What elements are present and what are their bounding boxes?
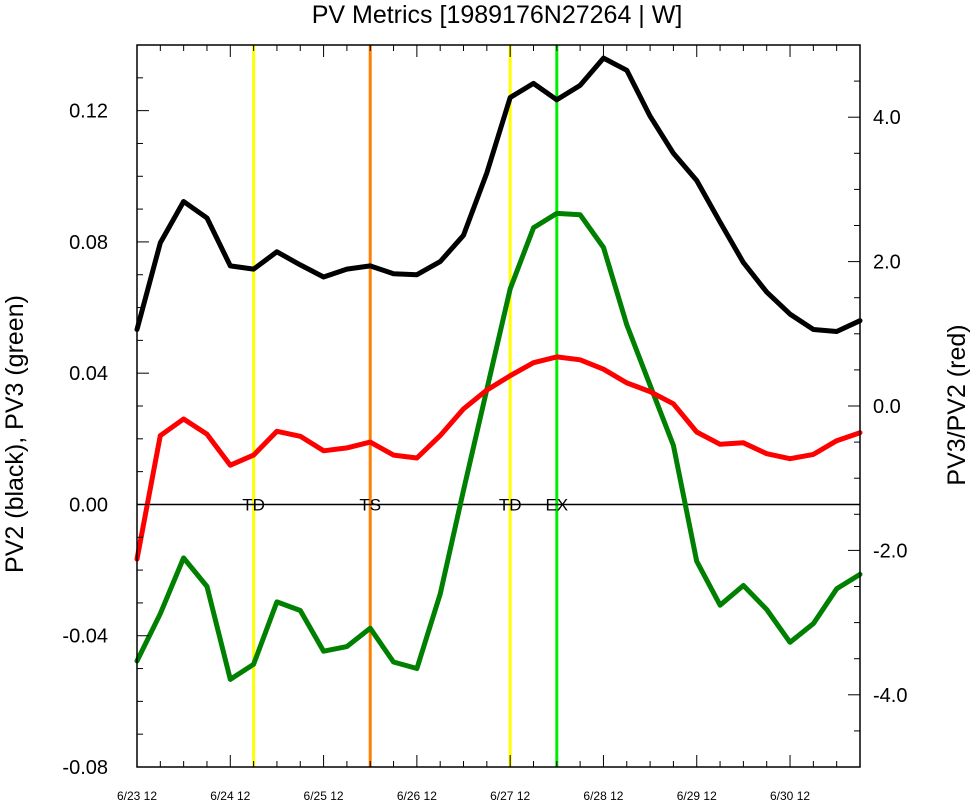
y-axis-right-label: PV3/PV2 (red) xyxy=(943,324,971,485)
x-tick-label: 6/27 12 xyxy=(490,789,530,803)
series-line-pv3-pv2 xyxy=(134,354,863,562)
event-label-ts-1: TS xyxy=(359,495,381,514)
y-left-tick-label: 0.08 xyxy=(69,232,108,254)
event-label-td-0: TD xyxy=(242,495,265,514)
y-left-tick-label: -0.04 xyxy=(62,626,108,648)
y-axis-left-label: PV2 (black), PV3 (green) xyxy=(1,295,29,573)
series-line-pv3 xyxy=(134,210,863,682)
event-label-td-2: TD xyxy=(499,495,522,514)
y-left-tick-label: 0.00 xyxy=(69,494,108,516)
y-right-tick-label: 0.0 xyxy=(873,396,901,418)
event-label-ex-3: EX xyxy=(545,495,568,514)
x-tick-label: 6/23 12 xyxy=(117,789,157,803)
y-left-tick-label: 0.04 xyxy=(69,363,108,385)
y-right-tick-label: -4.0 xyxy=(873,685,907,707)
y-right-tick-label: -2.0 xyxy=(873,540,907,562)
x-tick-label: 6/30 12 xyxy=(770,789,810,803)
x-tick-label: 6/26 12 xyxy=(397,789,437,803)
x-tick-label: 6/28 12 xyxy=(583,789,623,803)
y-right-tick-label: 4.0 xyxy=(873,107,901,129)
y-left-tick-label: -0.08 xyxy=(62,757,108,779)
y-right-tick-label: 2.0 xyxy=(873,252,901,274)
chart-title: PV Metrics [1989176N27264 | W] xyxy=(312,1,683,29)
plot-frame xyxy=(136,44,861,768)
x-tick-label: 6/25 12 xyxy=(304,789,344,803)
x-tick-label: 6/24 12 xyxy=(210,789,250,803)
x-tick-label: 6/29 12 xyxy=(677,789,717,803)
y-left-tick-label: 0.12 xyxy=(69,101,108,123)
plot-area: TD TS TD EX -0.08 -0.04 0.00 0.04 0.08 0.12 -4.0 -2… xyxy=(62,44,907,803)
series-line-pv2 xyxy=(134,55,863,334)
